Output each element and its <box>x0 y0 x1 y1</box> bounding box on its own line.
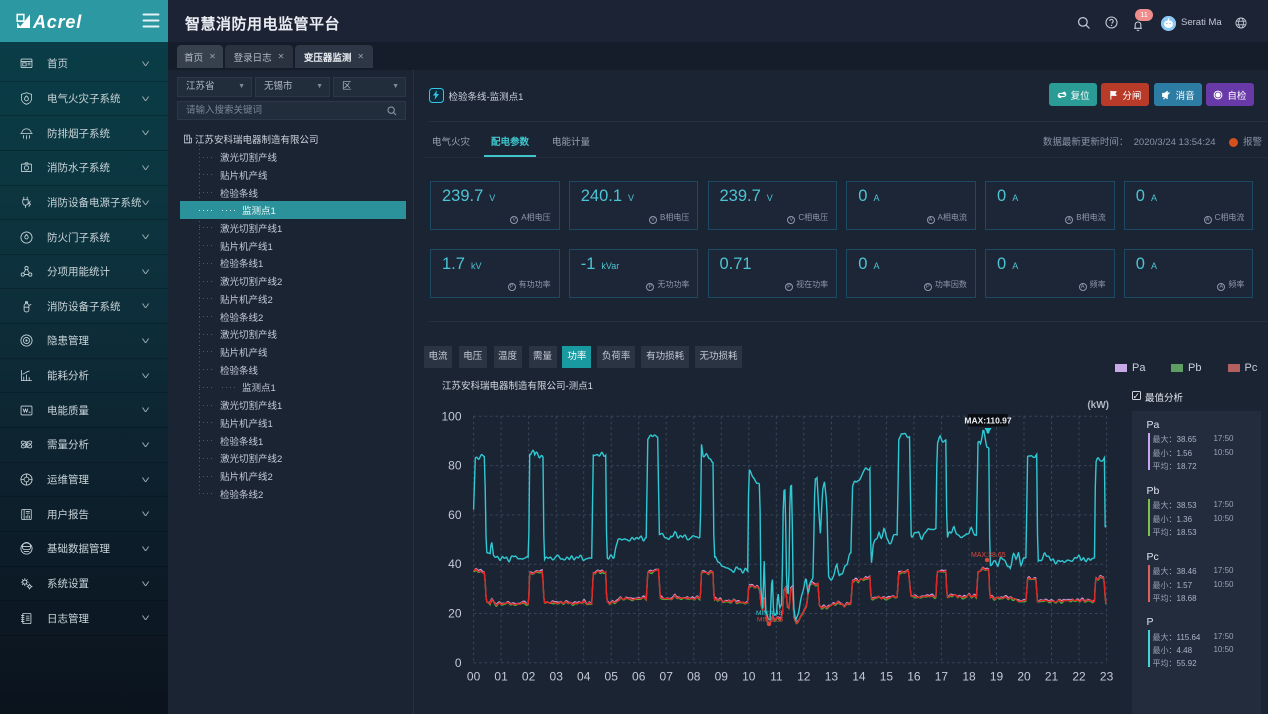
svg-text:00: 00 <box>467 670 481 684</box>
svg-text:02: 02 <box>522 670 536 684</box>
svg-text:03: 03 <box>550 670 564 684</box>
svg-text:60: 60 <box>448 508 462 522</box>
svg-text:15: 15 <box>880 670 894 684</box>
svg-text:40: 40 <box>448 557 462 571</box>
svg-text:Acrel: Acrel <box>32 12 82 32</box>
svg-text:09: 09 <box>715 670 729 684</box>
svg-text:05: 05 <box>605 670 619 684</box>
svg-text:0: 0 <box>455 656 462 670</box>
svg-text:80: 80 <box>448 459 462 473</box>
svg-text:06: 06 <box>632 670 646 684</box>
svg-text:20: 20 <box>1017 670 1031 684</box>
svg-text:13: 13 <box>825 670 839 684</box>
svg-text:12: 12 <box>797 670 811 684</box>
svg-text:14: 14 <box>852 670 866 684</box>
svg-text:MIN:1.56: MIN:1.56 <box>757 617 784 624</box>
svg-text:11: 11 <box>770 670 783 684</box>
svg-text:07: 07 <box>660 670 674 684</box>
svg-text:MAX:38.65: MAX:38.65 <box>971 552 1006 559</box>
svg-text:01: 01 <box>494 670 508 684</box>
svg-text:08: 08 <box>687 670 701 684</box>
svg-text:22: 22 <box>1072 670 1086 684</box>
svg-text:17: 17 <box>935 670 949 684</box>
svg-text:10: 10 <box>742 670 756 684</box>
svg-text:04: 04 <box>577 670 591 684</box>
svg-text:MAX:110.97: MAX:110.97 <box>964 416 1012 426</box>
svg-text:18: 18 <box>962 670 976 684</box>
svg-text:19: 19 <box>990 670 1004 684</box>
svg-text:20: 20 <box>448 607 462 621</box>
svg-text:23: 23 <box>1100 670 1114 684</box>
svg-text:100: 100 <box>441 409 461 423</box>
svg-text:MIN:4.48: MIN:4.48 <box>756 610 783 617</box>
svg-text:21: 21 <box>1045 670 1059 684</box>
svg-text:16: 16 <box>907 670 921 684</box>
